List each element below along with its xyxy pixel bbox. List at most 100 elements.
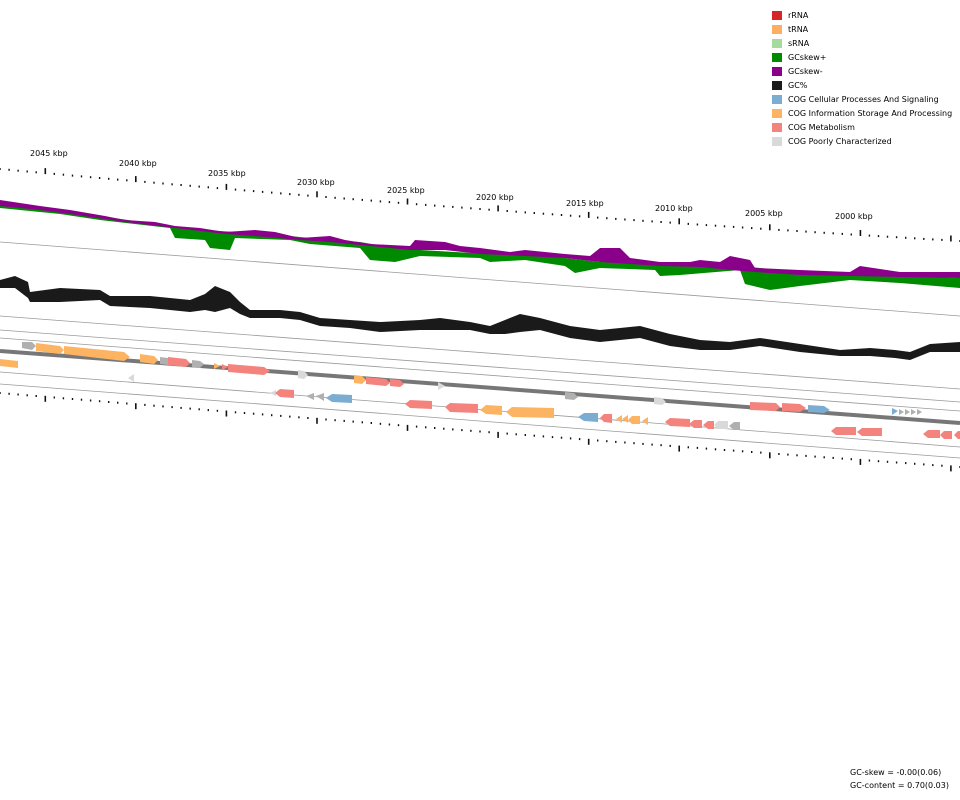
feature-arrow [36, 343, 64, 354]
ruler-label: 2025 kbp [387, 186, 425, 195]
legend-item-gc-percent: GC% [772, 78, 952, 92]
feature-arrow [22, 342, 36, 350]
legend-swatch [772, 94, 782, 104]
outer-ruler [0, 168, 960, 242]
legend-item-gcskew-plus: GCskew+ [772, 50, 952, 64]
feature-arrow [616, 415, 622, 423]
feature-arrow [750, 402, 780, 411]
ruler-label: 2045 kbp [30, 149, 68, 158]
feature-arrow [578, 413, 598, 422]
gc-skew-stat: GC-skew = -0.00(0.06) [850, 768, 942, 777]
legend-item-rrna: rRNA [772, 8, 952, 22]
ring-gc-lower [0, 329, 960, 403]
legend-swatch [772, 136, 782, 146]
gc-content-stat: GC-content = 0.70(0.03) [850, 781, 949, 790]
feature-arrow [808, 405, 830, 413]
legend-swatch [772, 80, 782, 90]
ring-features-2 [0, 371, 960, 448]
feature-arrow [911, 409, 916, 415]
feature-arrow [480, 405, 502, 415]
feature-arrow [160, 357, 170, 365]
feature-arrow [390, 379, 404, 387]
feature-arrow [899, 409, 904, 415]
legend-label: sRNA [788, 38, 810, 48]
genome-stats: GC-skew = -0.00(0.06) GC-content = 0.70(… [850, 766, 949, 792]
feature-arrow [316, 393, 324, 401]
ruler-label: 2040 kbp [119, 159, 157, 168]
legend-label: tRNA [788, 24, 809, 34]
legend-label: GCskew- [788, 66, 823, 76]
feature-arrow [214, 363, 220, 369]
gc-skew-track [0, 200, 960, 290]
legend-label: COG Metabolism [788, 122, 855, 132]
feature-arrow [954, 431, 960, 439]
legend-item-cog-information: COG Information Storage And Processing [772, 106, 952, 120]
feature-arrow [831, 427, 856, 435]
legend-swatch [772, 38, 782, 48]
legend-label: GCskew+ [788, 52, 827, 62]
legend-item-cog-metabolism: COG Metabolism [772, 120, 952, 134]
feature-arrow [600, 414, 612, 423]
legend-label: rRNA [788, 10, 809, 20]
legend-item-cog-cellular: COG Cellular Processes And Signaling [772, 92, 952, 106]
feature-arrow [168, 357, 190, 367]
feature-arrow [782, 403, 806, 412]
feature-arrow [228, 364, 270, 375]
ring-features-1 [0, 337, 960, 412]
feature-arrow [326, 394, 352, 403]
feature-arrow [917, 409, 922, 415]
feature-arrow [689, 420, 702, 428]
feature-arrow [222, 364, 228, 370]
feature-arrow [128, 374, 134, 382]
feature-arrow [654, 397, 666, 405]
legend-label: COG Information Storage And Processing [788, 108, 953, 118]
feature-arrow [506, 407, 554, 418]
ruler-label: 2000 kbp [835, 212, 873, 221]
gc-skew-negative [0, 200, 960, 278]
legend-item-srna: sRNA [772, 36, 952, 50]
inner-ruler [0, 392, 960, 472]
legend-swatch [772, 24, 782, 34]
legend-swatch [772, 10, 782, 20]
legend-label: COG Poorly Characterized [788, 136, 892, 146]
feature-arrow [405, 400, 432, 409]
legend-label: COG Cellular Processes And Signaling [788, 94, 939, 104]
feature-arrow [366, 377, 390, 386]
feature-arrow [306, 393, 314, 400]
ruler-label: 2030 kbp [297, 178, 335, 187]
feature-arrow [714, 421, 728, 429]
feature-arrow [703, 421, 714, 429]
feature-arrow [565, 392, 578, 400]
legend: rRNA tRNA sRNA GCskew+ GCskew- GC% COG C… [772, 8, 952, 148]
gc-skew-positive [0, 204, 960, 290]
ring-features-3 [0, 383, 960, 459]
feature-arrow [923, 430, 940, 438]
feature-arrow [270, 390, 276, 396]
legend-item-cog-poorly: COG Poorly Characterized [772, 134, 952, 148]
feature-arrow [940, 431, 952, 439]
feature-arrow [642, 417, 648, 425]
ruler-labels: 2045 kbp 2040 kbp 2035 kbp 2030 kbp 2025… [30, 149, 873, 221]
legend-swatch [772, 52, 782, 62]
legend-swatch [772, 108, 782, 118]
feature-arrow [298, 370, 308, 379]
forward-strand-features [0, 342, 922, 415]
legend-swatch [772, 122, 782, 132]
ruler-label: 2015 kbp [566, 199, 604, 208]
feature-arrow [354, 375, 366, 384]
gc-content-track [0, 276, 960, 360]
feature-arrow [64, 346, 130, 361]
ruler-label: 2010 kbp [655, 204, 693, 213]
feature-arrow [665, 418, 690, 427]
feature-arrow [140, 354, 158, 364]
feature-arrow [275, 389, 294, 398]
ruler-label: 2035 kbp [208, 169, 246, 178]
reverse-strand-features [128, 374, 960, 439]
ruler-label: 2005 kbp [745, 209, 783, 218]
feature-arrow [628, 416, 640, 424]
feature-arrow [905, 409, 910, 415]
feature-arrow [892, 408, 898, 415]
feature-arrow [0, 359, 18, 368]
feature-arrow [857, 428, 882, 436]
